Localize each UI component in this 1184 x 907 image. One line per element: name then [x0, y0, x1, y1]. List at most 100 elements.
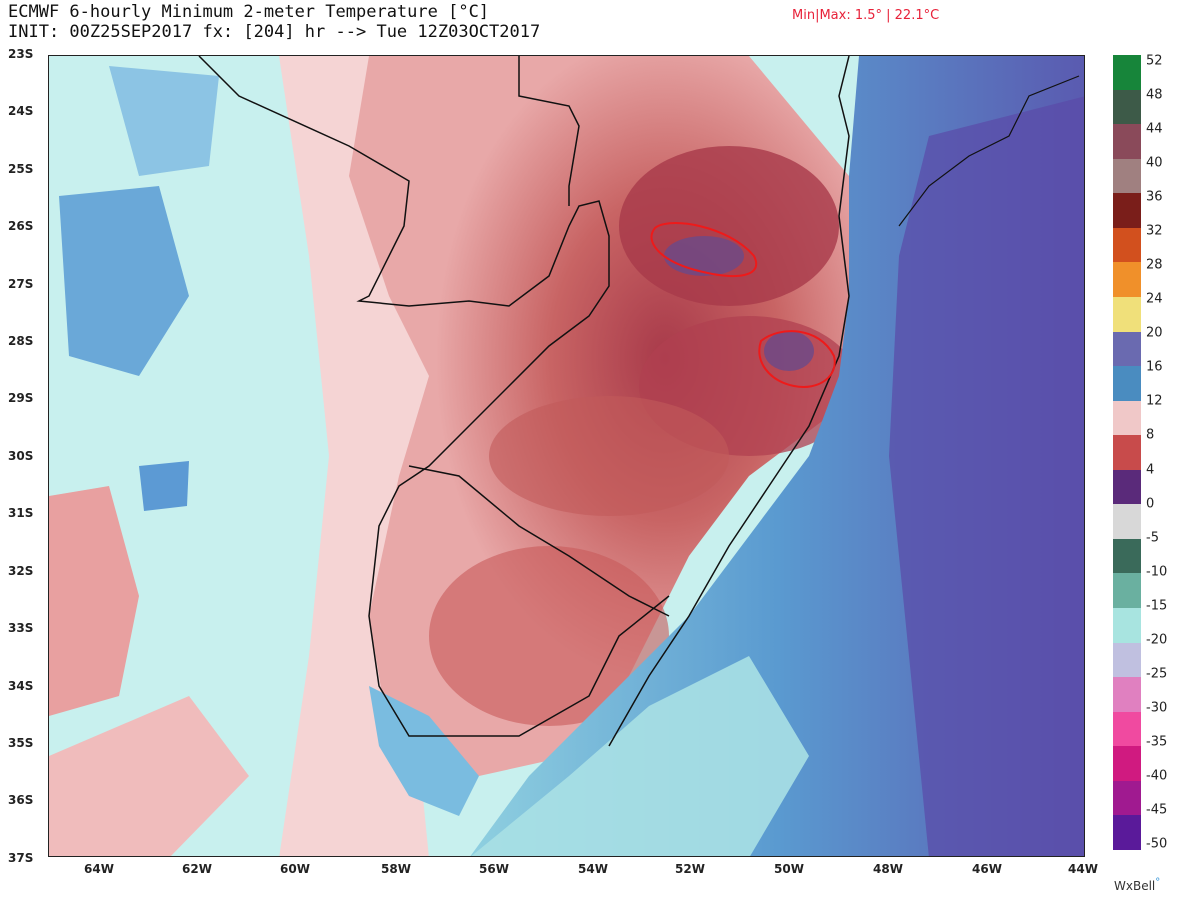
colorbar-label: -50: [1146, 836, 1168, 852]
colorbar-segment: [1113, 815, 1141, 851]
uruguay-border: [408, 465, 670, 617]
colorbar-label: 28: [1146, 257, 1163, 273]
colorbar-label: -35: [1146, 734, 1168, 750]
northeast-coastline: [898, 75, 1080, 227]
warm-core-central: [489, 396, 729, 516]
colorbar-label: 8: [1146, 427, 1155, 443]
map-title: ECMWF 6-hourly Minimum 2-meter Temperatu…: [8, 2, 540, 42]
lat-label: 24S: [8, 104, 34, 118]
title-line-1: ECMWF 6-hourly Minimum 2-meter Temperatu…: [8, 2, 490, 22]
colorbar-label: 20: [1146, 325, 1163, 341]
colorbar-segment: [1113, 296, 1141, 333]
colorbar-segment: [1113, 124, 1141, 160]
brand-text: WxBell: [1114, 879, 1156, 893]
lon-label: 58W: [381, 862, 411, 876]
colorbar-segment: [1113, 193, 1141, 229]
colorbar-label: -40: [1146, 768, 1168, 784]
colorbar-label: -25: [1146, 666, 1168, 682]
lon-label: 54W: [578, 862, 608, 876]
lon-label: 48W: [873, 862, 903, 876]
colorbar-segment: [1113, 366, 1141, 402]
lon-label: 44W: [1068, 862, 1098, 876]
atlantic-coastline: [608, 56, 850, 747]
lat-label: 32S: [8, 564, 34, 578]
colorbar-segment: [1113, 158, 1141, 194]
colorbar-segment: [1113, 573, 1141, 609]
colorbar-label: 40: [1146, 155, 1163, 171]
cold-pocket-south: [764, 331, 814, 371]
colorbar-label: 48: [1146, 87, 1163, 103]
colorbar-segment: [1113, 504, 1141, 540]
northwest-cool-patch: [109, 66, 219, 176]
lat-label: 31S: [8, 506, 34, 520]
lat-label: 28S: [8, 334, 34, 348]
southwest-warm-patch: [49, 696, 249, 856]
lat-label: 34S: [8, 679, 34, 693]
west-warm-patch: [49, 486, 139, 716]
colorbar-segment: [1113, 469, 1141, 505]
colorbar-label: 16: [1146, 359, 1163, 375]
colorbar-label: -5: [1146, 530, 1159, 546]
colorbar-label: -20: [1146, 632, 1168, 648]
colorbar-segment: [1113, 642, 1141, 678]
colorbar-label: 32: [1146, 223, 1163, 239]
cold-pocket-north: [664, 236, 744, 276]
lat-label: 29S: [8, 391, 34, 405]
rio-de-la-plata: [369, 686, 479, 816]
brand-dot-icon: °: [1155, 877, 1161, 888]
colorbar-segment: [1113, 400, 1141, 436]
colorbar-segment: [1113, 55, 1141, 91]
temperature-colorbar: [1113, 55, 1141, 851]
warm-core-north: [619, 146, 839, 306]
colorbar-segment: [1113, 262, 1141, 298]
lat-label: 36S: [8, 793, 34, 807]
temperature-map: [48, 55, 1085, 857]
uruguay-warm-zone: [429, 546, 669, 726]
colorbar-segment: [1113, 227, 1141, 263]
colorbar-label: -45: [1146, 802, 1168, 818]
colorbar-segment: [1113, 331, 1141, 367]
colorbar-label: 12: [1146, 393, 1163, 409]
lat-label: 37S: [8, 851, 34, 865]
title-line-2: INIT: 00Z25SEP2017 fx: [204] hr --> Tue …: [8, 22, 541, 42]
lat-label: 33S: [8, 621, 34, 635]
colorbar-segment: [1113, 89, 1141, 125]
lat-label: 23S: [8, 47, 34, 61]
lat-label: 26S: [8, 219, 34, 233]
lat-label: 27S: [8, 277, 34, 291]
lon-label: 60W: [280, 862, 310, 876]
colorbar-label: -15: [1146, 598, 1168, 614]
lon-label: 64W: [84, 862, 114, 876]
lat-label: 25S: [8, 162, 34, 176]
colorbar-label: 52: [1146, 53, 1163, 69]
red-circle-south: [758, 330, 836, 388]
lat-label: 35S: [8, 736, 34, 750]
colorbar-label: 24: [1146, 291, 1163, 307]
paraguay-border: [518, 56, 580, 206]
lon-label: 46W: [972, 862, 1002, 876]
colorbar-label: 4: [1146, 462, 1155, 478]
colorbar-label: 44: [1146, 121, 1163, 137]
colorbar-label: 0: [1146, 496, 1155, 512]
colorbar-segment: [1113, 780, 1141, 816]
colorbar-segment: [1113, 711, 1141, 747]
colorbar-segment: [1113, 608, 1141, 644]
lat-label: 30S: [8, 449, 34, 463]
lon-label: 62W: [182, 862, 212, 876]
colorbar-segment: [1113, 746, 1141, 782]
lon-label: 50W: [774, 862, 804, 876]
min-max-readout: Min|Max: 1.5° | 22.1°C: [792, 8, 940, 23]
coastal-cool-zone: [471, 656, 809, 856]
red-circle-north: [650, 222, 757, 277]
colorbar-segment: [1113, 435, 1141, 471]
colorbar-segment: [1113, 538, 1141, 574]
country-borders: [198, 56, 670, 737]
wxbell-logo: WxBell°: [1114, 877, 1160, 893]
offshore-cool-zone: [889, 96, 1084, 856]
lon-label: 56W: [479, 862, 509, 876]
lon-label: 52W: [675, 862, 705, 876]
andes-cold-patch: [59, 186, 189, 376]
colorbar-segment: [1113, 677, 1141, 713]
colorbar-label: 36: [1146, 189, 1163, 205]
colorbar-label: -10: [1146, 564, 1168, 580]
